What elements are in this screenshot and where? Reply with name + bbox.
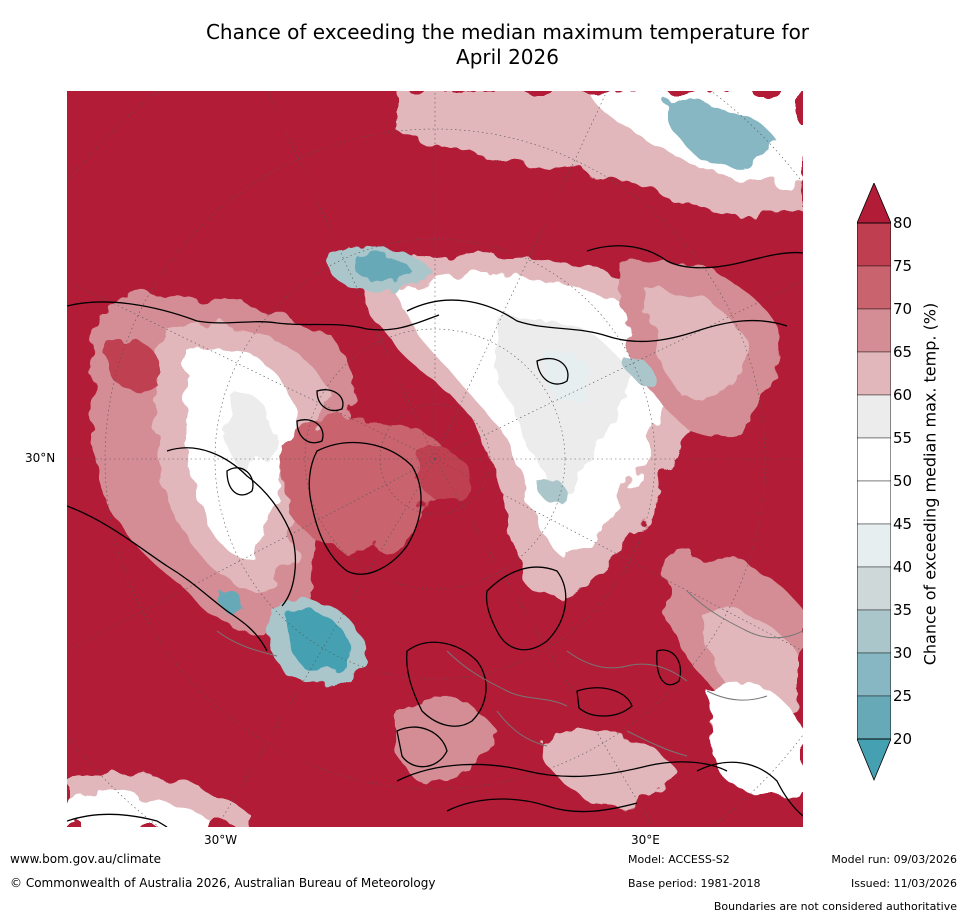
colorbar-band [857,222,891,267]
colorbar-tick-label: 75 [893,257,913,275]
colorbar-band [857,652,891,697]
colorbar-label: Chance of exceeding median max. temp. (%… [920,302,940,666]
colorbar-band [857,351,891,396]
colorbar-tick-label: 65 [893,343,913,361]
colorbar-band [857,265,891,310]
colorbar-tick-label: 25 [893,687,913,705]
footer-disclaimer: Boundaries are not considered authoritat… [713,900,957,913]
footer-base-period: Base period: 1981-2018 [628,877,761,890]
colorbar-tick-label: 80 [893,214,913,232]
colorbar-arrow-bottom [857,738,891,782]
latitude-label-30n: 30°N [25,451,56,465]
probability-field [67,91,803,827]
footer-issued: Issued: 11/03/2026 [850,877,957,890]
colorbar-tick-label: 40 [893,558,913,576]
colorbar-tick-label: 55 [893,429,913,447]
colorbar-tick-label: 20 [893,730,913,748]
colorbar-tick-label: 50 [893,472,913,490]
longitude-label-30w: 30°W [204,833,238,847]
colorbar-band [857,609,891,654]
title-line-1: Chance of exceeding the median maximum t… [205,20,810,44]
colorbar-tick-label: 45 [893,515,913,533]
graticule [67,91,803,827]
colorbar-band [857,695,891,740]
colorbar-tick-label: 35 [893,601,913,619]
colorbar-band [857,308,891,353]
low-probability-areas [107,247,653,686]
longitude-label-30e: 30°E [631,833,660,847]
footer-copyright: © Commonwealth of Australia 2026, Austra… [10,876,436,890]
map-canvas [67,91,803,827]
colorbar-arrow-top [857,183,891,224]
map-title: Chance of exceeding the median maximum t… [150,20,865,70]
colorbar-band [857,523,891,568]
colorbar-band [857,480,891,525]
colorbar-tick-label: 60 [893,386,913,404]
title-line-2: April 2026 [456,45,559,69]
footer-model-run: Model run: 09/03/2026 [831,853,957,866]
colorbar-band [857,437,891,482]
probability-map [67,91,803,827]
colorbar-band [857,394,891,439]
colorbar-band [857,566,891,611]
borders [216,590,803,757]
footer-model: Model: ACCESS-S2 [628,853,730,866]
footer-url[interactable]: www.bom.gov.au/climate [10,852,161,866]
coastlines [67,245,803,827]
colorbar [857,183,891,782]
colorbar-tick-label: 70 [893,300,913,318]
colorbar-tick-label: 30 [893,644,913,662]
